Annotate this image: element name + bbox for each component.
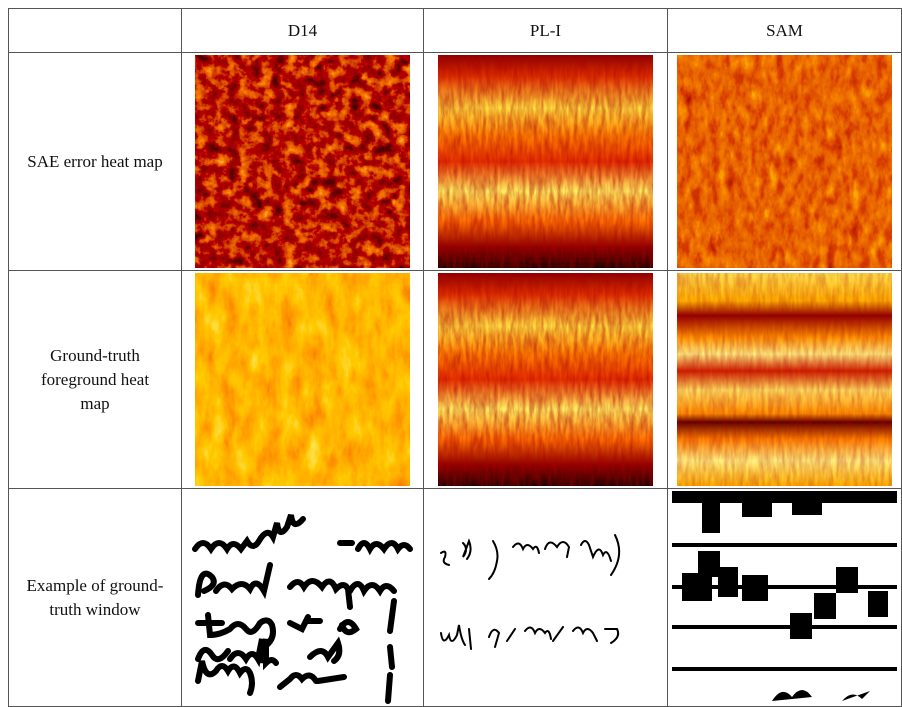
heat-map: [677, 273, 892, 486]
column-header: SAM: [668, 9, 902, 53]
page: D14 PL-I SAM SAE error heat map Ground-t…: [0, 0, 902, 702]
row: Example of ground-truth window: [9, 489, 902, 707]
row: Ground-truth foreground heat map: [9, 271, 902, 489]
heat-map: [195, 55, 410, 268]
heat-map: [438, 273, 653, 486]
row-label: SAE error heat map: [9, 53, 182, 271]
heat-map: [438, 55, 653, 268]
results-table: D14 PL-I SAM SAE error heat map Ground-t…: [8, 8, 902, 707]
handwriting-sample: [190, 491, 415, 704]
row-label: Example of ground-truth window: [9, 489, 182, 707]
music-notation-sample: [672, 491, 897, 704]
handwriting-sample: [433, 491, 658, 704]
heat-map: [677, 55, 892, 268]
column-header: D14: [182, 9, 424, 53]
corner-cell: [9, 9, 182, 53]
heat-map: [195, 273, 410, 486]
row: SAE error heat map: [9, 53, 902, 271]
row-label: Ground-truth foreground heat map: [9, 271, 182, 489]
column-header: PL-I: [424, 9, 668, 53]
header-row: D14 PL-I SAM: [9, 9, 902, 53]
